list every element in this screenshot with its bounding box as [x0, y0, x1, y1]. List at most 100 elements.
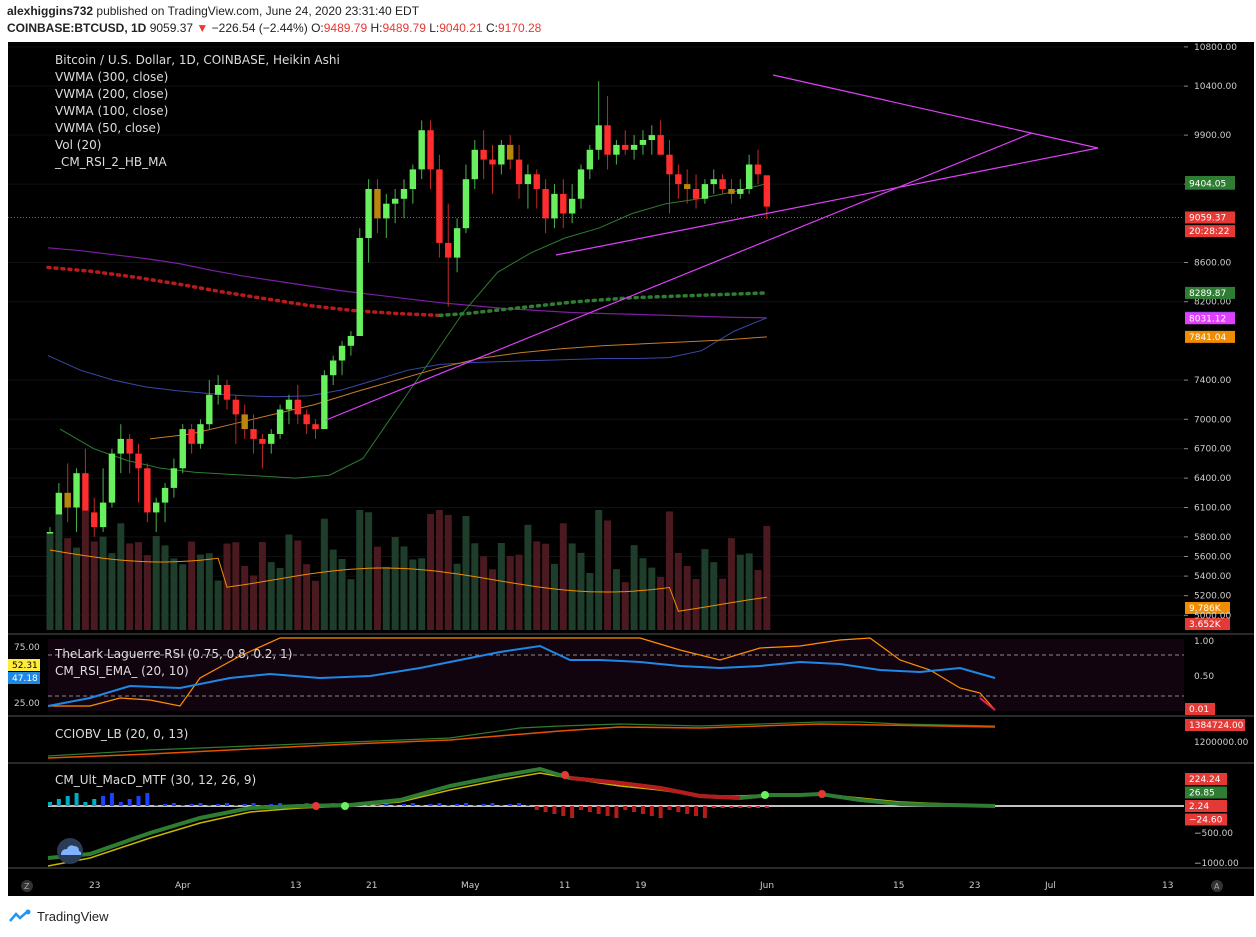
macd-histogram-bar [508, 804, 513, 806]
candle-body [91, 512, 98, 528]
candle-body [445, 242, 452, 258]
chart-area[interactable]: 9.786K 3.652K 75.00 25.00 52.31 47.18 1.00 0.5… [0, 38, 1256, 900]
candle [613, 140, 620, 165]
macd-histogram-bar [649, 806, 654, 816]
macd-cross-dot [818, 790, 826, 798]
candle [462, 164, 470, 234]
macd-histogram-bar [747, 806, 752, 808]
macd-histogram-bar [366, 805, 371, 806]
candle-body [568, 198, 576, 214]
candle [498, 140, 505, 175]
price-tag-label: 20:28:22 [1189, 227, 1229, 237]
candle-body [126, 438, 133, 454]
macd-histogram-bar [729, 806, 734, 808]
macd-histogram-bar [587, 806, 592, 812]
candle [453, 218, 461, 273]
chart-background [8, 42, 1184, 868]
candle-body [383, 203, 390, 219]
rsi-band [48, 639, 1184, 711]
macd-histogram-bar [543, 806, 548, 812]
price-tick-label: 5600.00 [1194, 553, 1231, 563]
time-axis-background [8, 868, 1254, 896]
footer: TradingView [8, 908, 109, 924]
candle-body [436, 169, 443, 243]
volume-bar [524, 524, 532, 630]
cloud-icon-shape [61, 845, 82, 855]
volume-bar [64, 538, 72, 630]
macd-histogram-bar [375, 804, 380, 806]
candle-body [64, 492, 71, 508]
volume-bar [745, 553, 753, 630]
volume-bar [143, 555, 151, 630]
candle [639, 130, 647, 155]
auto-scale-label: A [1214, 882, 1220, 891]
volume-bar [710, 562, 718, 630]
volume-bar [701, 549, 709, 630]
candle-body [498, 144, 505, 165]
volume-bar [462, 516, 470, 630]
price-tag [1185, 286, 1235, 299]
candle [515, 144, 523, 199]
candle [214, 375, 222, 405]
candle-body [754, 164, 762, 175]
macd-cross-dot [312, 802, 320, 810]
close-label: C: [485, 21, 498, 35]
macd-histogram-bar [83, 802, 88, 806]
macd-histogram-bar [189, 804, 194, 806]
legend-vwma-200: VWMA (200, close) [55, 87, 168, 101]
candle [117, 424, 124, 474]
macd-histogram-bar [163, 804, 168, 806]
volume-bar [241, 566, 249, 630]
publisher-line: alexhiggins732 published on TradingView.… [7, 4, 419, 18]
volume-bar [666, 511, 673, 630]
candle [259, 434, 266, 469]
macd-histogram-bar [127, 799, 132, 806]
rsi-ema-line [47, 644, 996, 707]
candle [701, 179, 709, 204]
macd-histogram-bar [667, 806, 672, 810]
price-tick-label: 10800.00 [1194, 43, 1237, 53]
macd-histogram-bar [552, 806, 557, 814]
candle [312, 419, 319, 439]
candle [622, 130, 629, 155]
volume-bar [621, 582, 629, 630]
volume-bar [356, 510, 364, 630]
macd-histogram-bar [579, 806, 583, 810]
macd-histogram-bar [101, 796, 106, 806]
macd-histogram-bar [278, 803, 283, 806]
candle-body [657, 135, 664, 155]
volume-bar [435, 510, 443, 630]
publisher-name[interactable]: alexhiggins732 [7, 4, 94, 18]
candle-body [117, 438, 124, 454]
candle [657, 120, 664, 155]
rising-trendline [325, 132, 1033, 421]
candle-body [365, 189, 372, 238]
macd-histogram-bar [410, 803, 415, 806]
candle [223, 380, 231, 410]
tradingview-brand[interactable]: TradingView [37, 908, 109, 924]
volume-bar [427, 514, 435, 630]
vwma-200-red-dots [46, 265, 442, 318]
tradingview-logo-icon [9, 909, 31, 922]
candle [161, 483, 169, 523]
macd-histogram-bar [428, 804, 433, 806]
macd-histogram-bar [216, 804, 221, 806]
timezone-z-button[interactable] [21, 880, 33, 892]
candle [197, 419, 204, 449]
macd-histogram-bar [419, 805, 424, 806]
volume-bar [391, 537, 399, 630]
auto-scale-button[interactable] [1211, 880, 1223, 892]
volume-bar [135, 542, 142, 630]
macd-histogram-bar [640, 806, 645, 814]
macd-histogram-bar [198, 803, 203, 806]
candle-body [737, 189, 744, 194]
macd-histogram-bar [118, 802, 123, 806]
volume-bar [727, 538, 735, 630]
candle [135, 443, 142, 503]
volume-bar [736, 554, 744, 630]
macd-right-tag-label: 224.24 [1189, 775, 1221, 785]
time-tick-label: 21 [366, 881, 377, 891]
macd-cross-dot [761, 791, 769, 799]
macd-histogram-bar [154, 805, 159, 806]
candle [356, 228, 363, 336]
